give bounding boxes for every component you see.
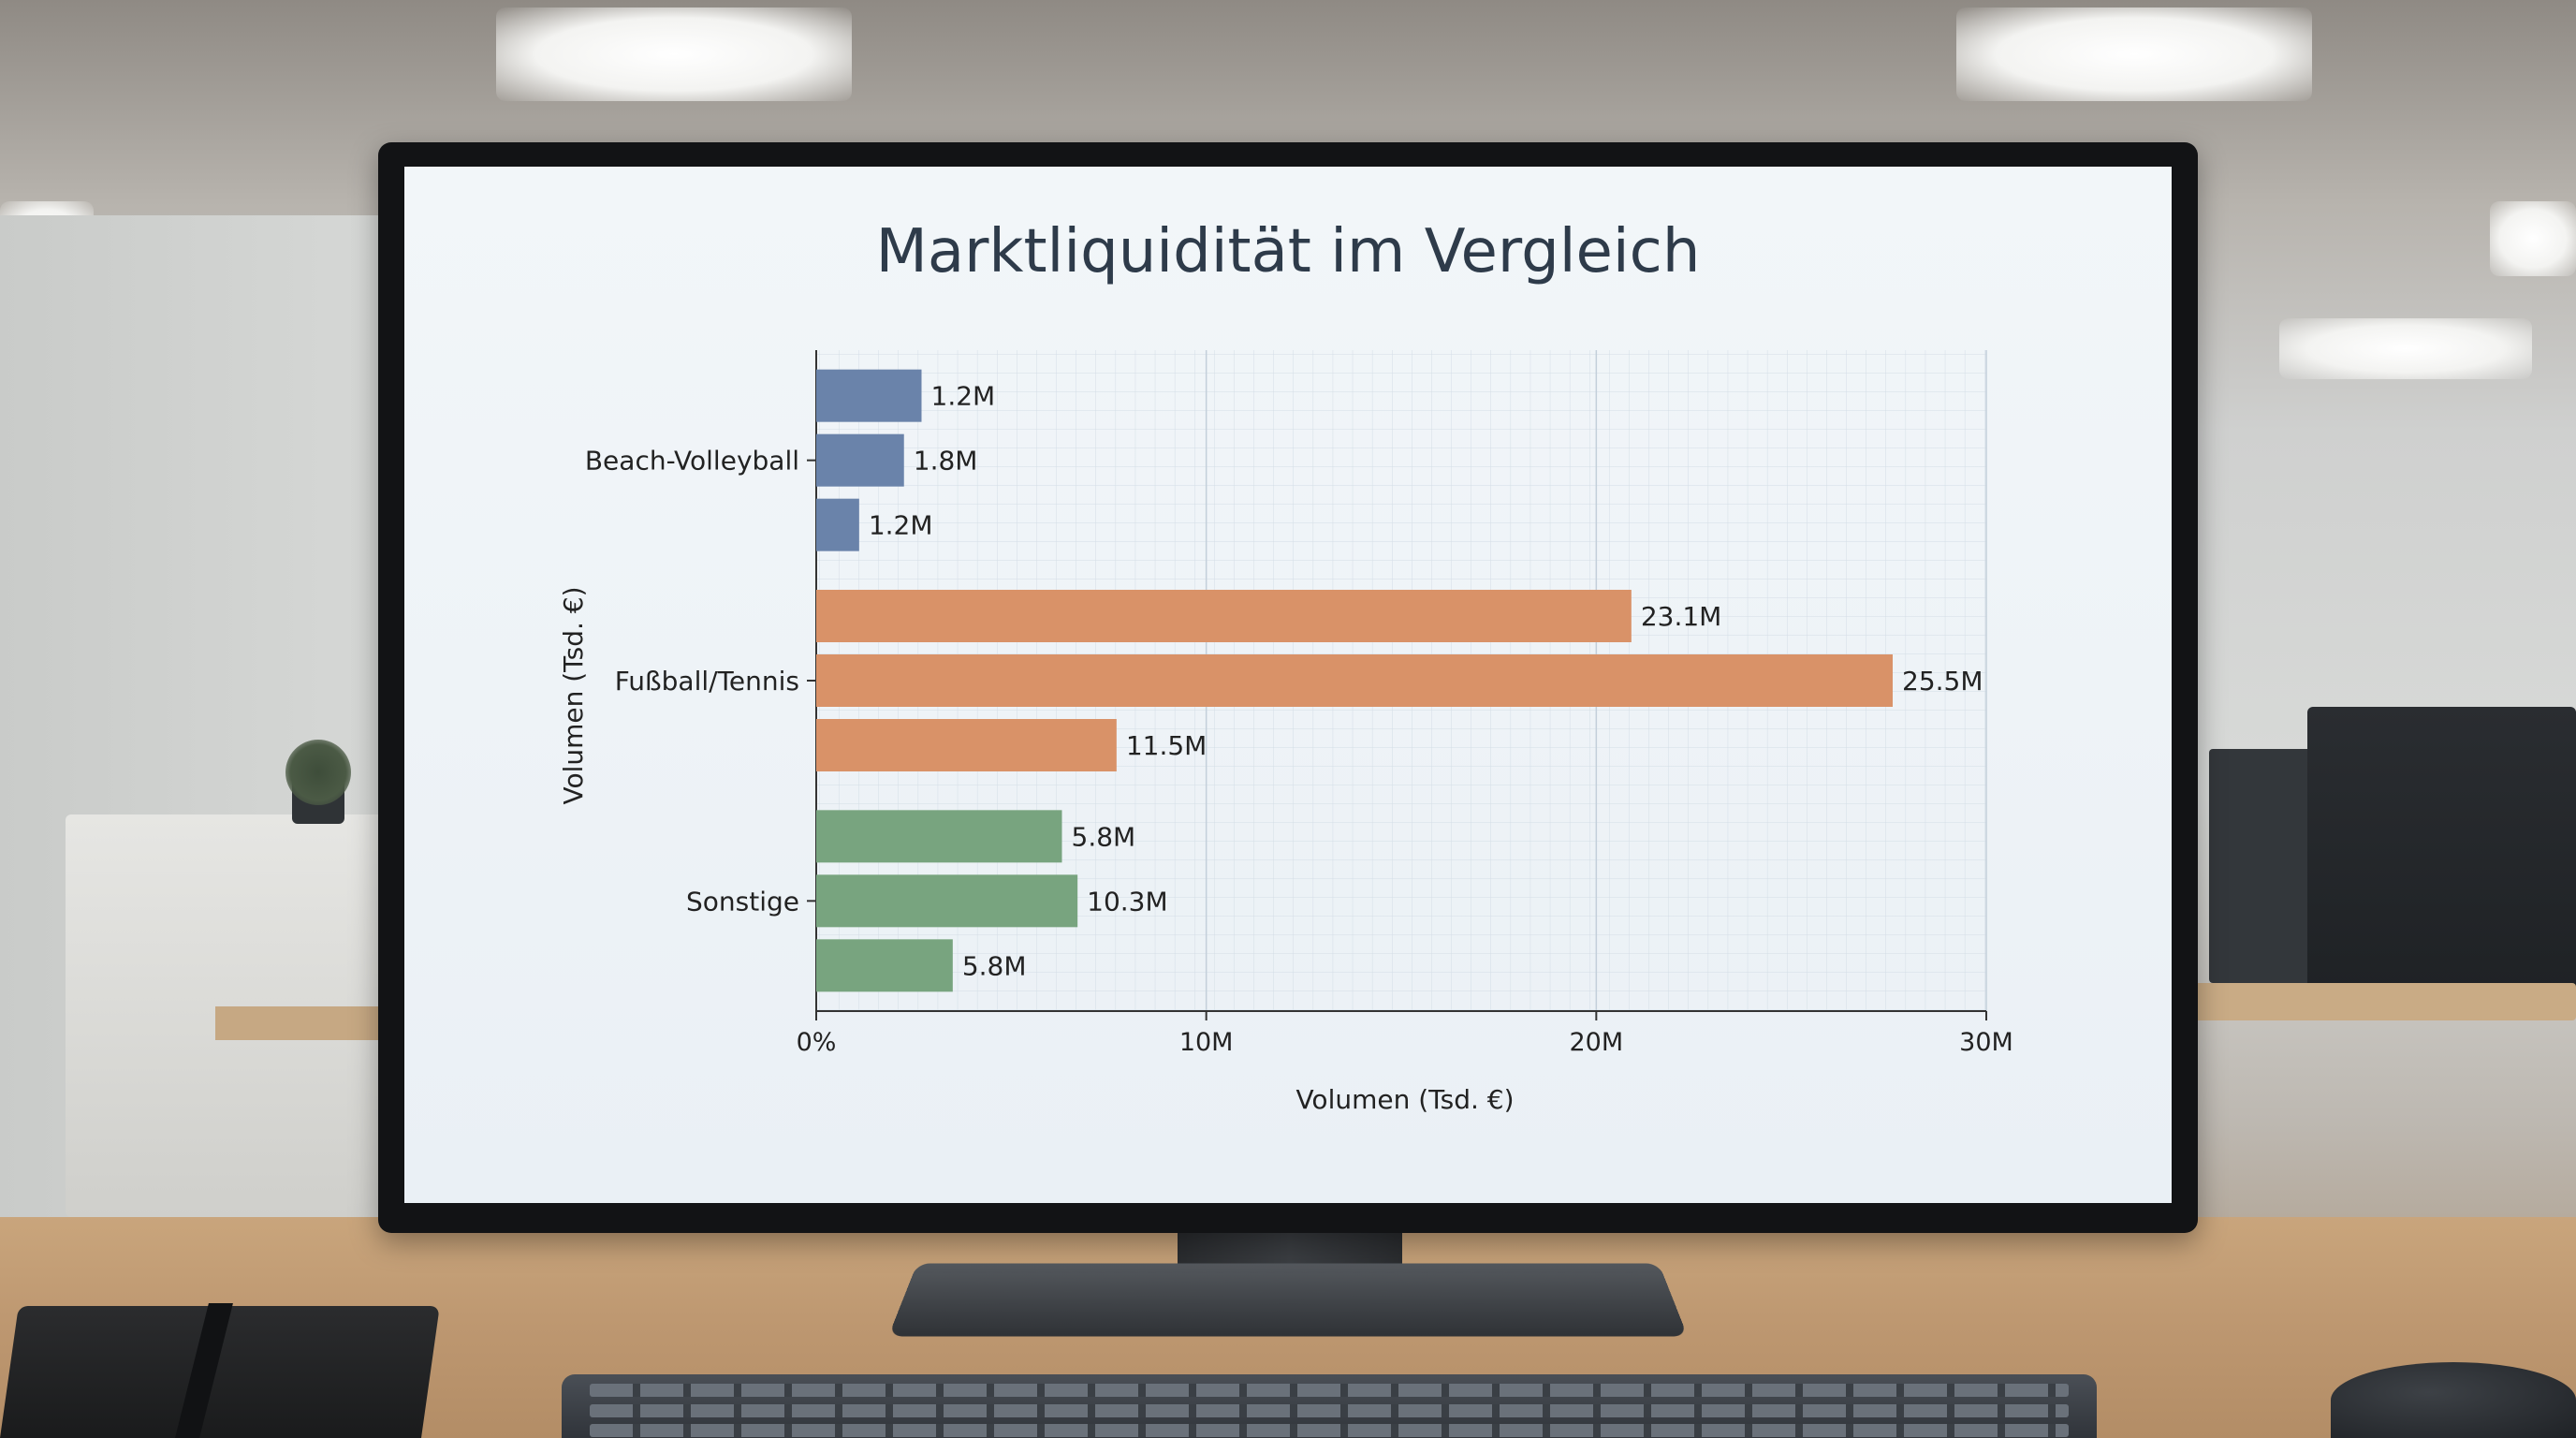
keyboard-keys (590, 1424, 2069, 1437)
monitor-stand-base (887, 1263, 1689, 1337)
keyboard-keys (590, 1404, 2069, 1417)
bar (816, 719, 1117, 771)
bar (816, 498, 859, 551)
bar-data-label: 1.2M (931, 381, 996, 412)
bar (816, 433, 904, 487)
ceiling-light (1956, 7, 2312, 101)
monitor-screen: Marktliquidität im Vergleich 0% 10M 20M 30M… (404, 167, 2172, 1203)
plot-area: 0% 10M 20M 30M Beach-Volleyball 1.2M 1.8M 1.2M F… (585, 350, 2013, 1057)
bar (816, 874, 1078, 928)
bar-data-label: 1.8M (914, 446, 978, 477)
bar (816, 810, 1062, 863)
background-desk (2153, 983, 2576, 1020)
bar (816, 369, 922, 422)
x-tick-label: 20M (1570, 1028, 1624, 1057)
y-tick-label: Beach-Volleyball (585, 446, 799, 477)
x-axis-label: Volumen (Tsd. €) (1295, 1084, 1514, 1115)
bar-data-label: 5.8M (962, 950, 1027, 981)
bar (816, 939, 953, 992)
y-axis-label: Volumen (Tsd. €) (558, 586, 589, 804)
mouse (2331, 1362, 2576, 1438)
bar-data-label: 11.5M (1126, 730, 1208, 761)
plant (285, 740, 351, 805)
x-tick-label: 30M (1959, 1028, 2013, 1057)
bar-data-label: 1.2M (869, 510, 933, 541)
ceiling-light (496, 7, 852, 101)
background-monitor (2209, 749, 2321, 983)
bar-data-label: 23.1M (1641, 601, 1722, 632)
bar-data-label: 5.8M (1072, 821, 1136, 852)
y-tick-label: Sonstige (686, 886, 799, 917)
x-tick-label: 10M (1179, 1028, 1234, 1057)
chart-title: Marktliquidität im Vergleich (876, 217, 1701, 286)
bar (816, 590, 1632, 642)
y-tick-label: Fußball/Tennis (615, 666, 799, 697)
monitor: Marktliquidität im Vergleich 0% 10M 20M 30M… (378, 142, 2198, 1233)
ceiling-light (2279, 318, 2532, 379)
ceiling-light (2490, 201, 2576, 276)
x-tick-label: 0% (797, 1028, 837, 1057)
bar-chart: Marktliquidität im Vergleich 0% 10M 20M 30M… (558, 217, 2013, 1115)
bar-data-label: 25.5M (1902, 666, 1983, 697)
bar-data-label: 10.3M (1087, 886, 1168, 917)
keyboard-keys (590, 1384, 2069, 1397)
bar (816, 654, 1893, 707)
background-monitor (2307, 707, 2576, 1016)
